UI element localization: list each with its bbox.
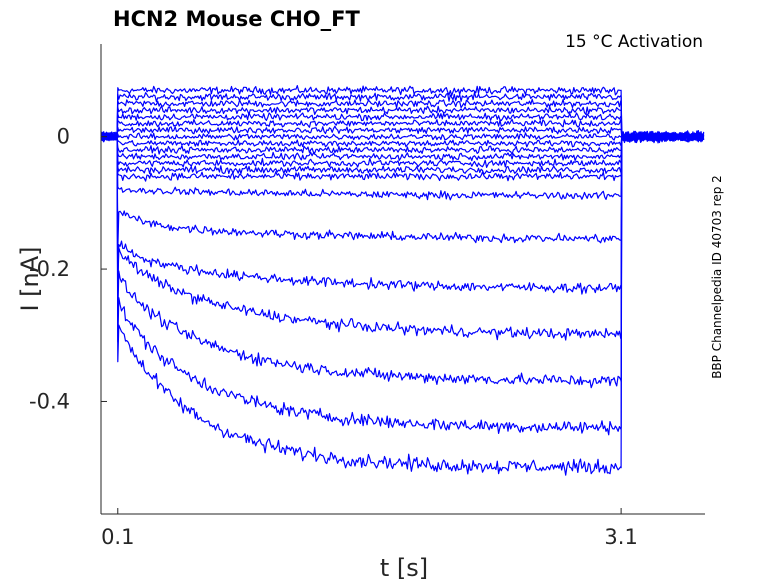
series-trace — [100, 132, 705, 389]
series-trace — [100, 131, 705, 148]
series-trace — [100, 132, 704, 436]
series-trace — [100, 85, 705, 143]
y-axis-label: I [nA] — [16, 246, 44, 311]
series-traces — [100, 85, 705, 476]
series-trace — [100, 118, 704, 143]
x-tick-label: 0.1 — [101, 525, 134, 549]
y-tick-label: 0 — [57, 125, 70, 149]
series-trace — [100, 130, 705, 142]
x-tick-label: 3.1 — [604, 525, 637, 549]
y-axis-ticks: 0 -0.2 -0.4 — [29, 125, 107, 413]
series-trace — [100, 131, 705, 162]
series-trace — [100, 131, 705, 476]
series-trace — [100, 112, 704, 143]
series-trace — [100, 132, 704, 175]
series-trace — [100, 98, 705, 144]
chart-annotation: 15 °C Activation — [565, 32, 703, 52]
y-tick-label: -0.4 — [29, 389, 70, 413]
series-trace — [100, 131, 705, 201]
series-trace — [100, 105, 705, 142]
chart-title: HCN2 Mouse CHO_FT — [113, 7, 360, 31]
x-axis-ticks: 0.1 3.1 — [101, 508, 638, 549]
x-axis-label: t [s] — [380, 554, 428, 582]
side-note: BBP Channelpedia ID 40703 rep 2 — [710, 175, 724, 379]
series-trace — [100, 125, 705, 142]
series-trace — [100, 130, 704, 295]
series-trace — [100, 131, 705, 168]
series-trace — [100, 130, 705, 182]
series-trace — [100, 91, 705, 141]
series-trace — [100, 131, 705, 250]
series-trace — [100, 131, 705, 341]
series-trace — [100, 131, 705, 155]
y-tick-label: -0.2 — [29, 257, 70, 281]
